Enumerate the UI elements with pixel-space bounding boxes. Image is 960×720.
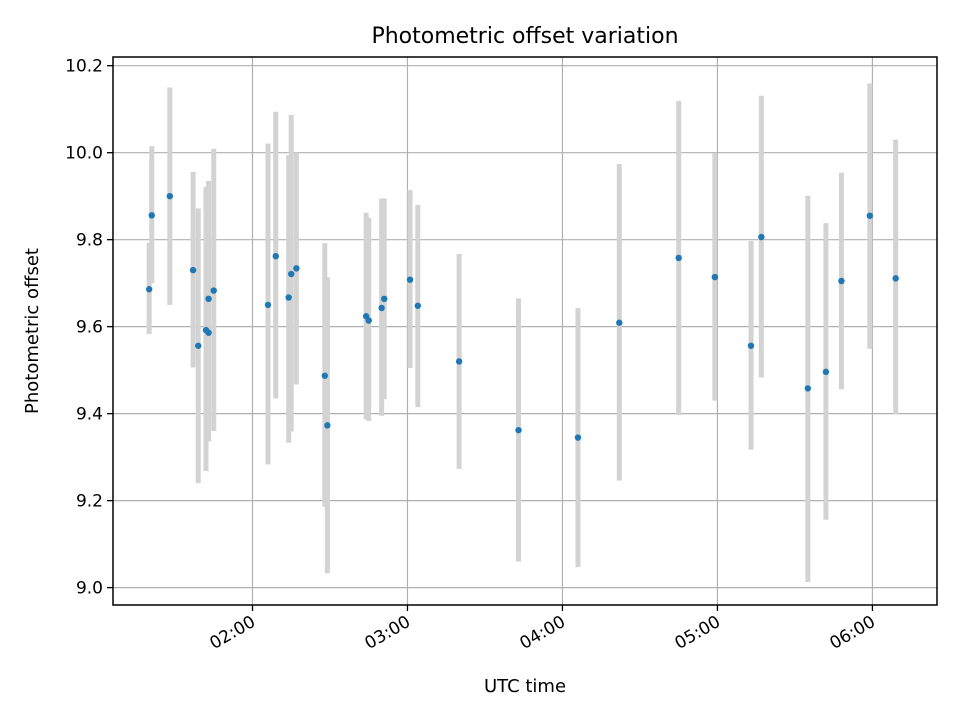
data-point: [293, 265, 300, 272]
data-point: [285, 294, 292, 301]
data-point: [711, 273, 719, 281]
y-tick-label: 10.2: [65, 57, 103, 77]
x-tick-label: 06:00: [826, 612, 878, 654]
y-tick-label: 9.4: [76, 405, 103, 425]
data-point: [747, 342, 755, 349]
plot-frame: [112, 56, 938, 606]
x-tick-label: 05:00: [672, 612, 724, 654]
data-point: [515, 426, 522, 434]
data-point: [264, 301, 272, 309]
data-point: [272, 252, 279, 260]
data-point: [866, 212, 874, 219]
data-point: [804, 385, 812, 392]
data-point: [378, 304, 385, 312]
data-point: [189, 266, 197, 274]
data-point: [288, 270, 295, 278]
x-tick-label: 04:00: [517, 612, 569, 654]
data-point: [822, 368, 830, 376]
data-point: [205, 295, 212, 303]
y-tick-label: 9.2: [76, 492, 103, 512]
grid: [113, 57, 937, 605]
error-bars: [146, 83, 899, 582]
y-tick-label: 9.8: [76, 231, 103, 251]
data-point: [838, 277, 845, 285]
data-point: [414, 302, 422, 309]
data-point: [892, 275, 899, 282]
x-tick-label: 03:00: [362, 612, 414, 654]
data-point: [758, 233, 765, 241]
data-point: [166, 192, 174, 200]
y-tick-label: 9.6: [76, 318, 103, 338]
y-tick-label: 10.0: [65, 144, 103, 164]
data-point: [210, 287, 217, 294]
data-point: [455, 358, 463, 365]
x-tick-label: 02:00: [207, 612, 259, 654]
data-point: [195, 342, 202, 349]
data-point: [145, 286, 153, 293]
data-point: [406, 276, 414, 283]
y-axis: 9.0 9.2 9.4 9.6 9.8 10.0 10.2: [65, 57, 113, 599]
data-point: [324, 422, 331, 429]
x-axis: 02:00 03:00 04:00 05:00 06:00: [207, 605, 879, 654]
y-axis-label: Photometric offset: [22, 248, 43, 414]
data-point: [321, 372, 329, 379]
data-point: [616, 319, 623, 326]
data-point: [365, 317, 372, 324]
data-point: [205, 329, 212, 336]
data-point: [148, 212, 155, 219]
data-point: [675, 254, 682, 262]
chart-title: Photometric offset variation: [371, 24, 678, 49]
data-point: [574, 434, 582, 441]
data-points: [145, 192, 899, 441]
x-axis-label: UTC time: [484, 676, 566, 697]
y-tick-label: 9.0: [76, 579, 103, 599]
data-point: [381, 295, 388, 303]
